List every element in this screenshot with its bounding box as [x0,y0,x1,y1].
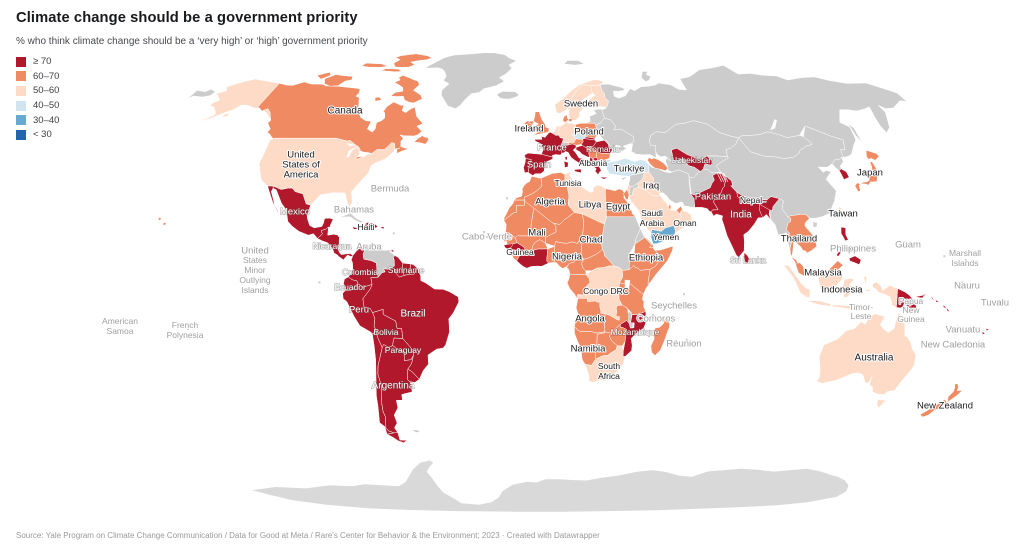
svg-text:France: France [537,142,567,153]
svg-text:Suriname: Suriname [388,265,425,275]
svg-text:Guinea: Guinea [506,247,534,257]
svg-text:Polynesia: Polynesia [167,330,204,340]
svg-text:Taiwan: Taiwan [828,208,858,219]
svg-text:Congo DRC: Congo DRC [583,286,629,296]
svg-text:States: States [243,255,267,265]
svg-text:Seychelles: Seychelles [651,300,697,311]
svg-text:Japan: Japan [857,167,883,178]
svg-text:Minor: Minor [244,265,265,275]
svg-text:Saudi: Saudi [641,208,663,218]
svg-text:Haiti: Haiti [357,222,374,232]
svg-text:Bermuda: Bermuda [371,183,410,194]
svg-text:Romania: Romania [586,144,620,154]
svg-text:Turkiye: Turkiye [614,163,645,174]
svg-text:Tunisia: Tunisia [554,178,581,188]
svg-text:Philippines: Philippines [830,243,876,254]
svg-text:Namibia: Namibia [571,343,607,354]
svg-text:America: America [284,169,320,180]
svg-text:Iraq: Iraq [643,180,659,191]
svg-text:Thailand: Thailand [781,233,817,244]
svg-text:Argentina: Argentina [372,380,415,391]
svg-text:Nauru: Nauru [954,280,980,291]
svg-text:India: India [730,209,752,220]
svg-text:Oman: Oman [673,218,696,228]
svg-text:Nepal: Nepal [740,195,762,205]
svg-text:Tuvalu: Tuvalu [981,297,1009,308]
svg-text:Marshall: Marshall [949,248,981,258]
svg-text:Poland: Poland [574,126,604,137]
svg-text:Nicaragua: Nicaragua [313,241,352,251]
svg-text:Réunion: Réunion [666,338,701,349]
svg-text:Yemen: Yemen [653,232,679,242]
svg-text:Canada: Canada [327,105,362,116]
svg-text:Aruba: Aruba [356,241,382,252]
svg-text:Sri Lanka: Sri Lanka [730,255,766,265]
svg-text:States of: States of [282,159,320,170]
svg-text:Ireland: Ireland [514,123,543,134]
svg-text:Comoros: Comoros [637,313,676,324]
svg-text:Angola: Angola [575,313,605,324]
svg-text:Peru: Peru [349,304,369,315]
svg-text:Guinea: Guinea [897,314,925,324]
svg-text:Samoa: Samoa [107,326,134,336]
svg-text:Albania: Albania [579,158,608,168]
svg-text:Paraguay: Paraguay [385,345,422,355]
svg-text:Timor-: Timor- [849,302,873,312]
svg-text:Leste: Leste [851,311,872,321]
svg-text:Cabo Verde: Cabo Verde [462,231,512,242]
svg-text:New Zealand: New Zealand [917,400,973,411]
svg-text:Bolivia: Bolivia [373,327,398,337]
svg-text:Indonesia: Indonesia [821,284,863,295]
svg-text:United: United [241,245,268,256]
svg-text:Malaysia: Malaysia [804,267,842,278]
svg-text:Chad: Chad [580,234,603,245]
svg-text:American: American [102,316,138,326]
svg-text:Islands: Islands [242,285,269,295]
svg-text:Brazil: Brazil [400,308,425,319]
svg-text:Islands: Islands [952,258,979,268]
svg-text:Colombia: Colombia [342,267,378,277]
svg-text:Nigeria: Nigeria [552,251,583,262]
svg-text:Libya: Libya [579,199,602,210]
svg-text:New: New [902,305,920,315]
svg-text:Vanuatu: Vanuatu [946,324,981,335]
svg-text:United: United [287,149,314,160]
svg-text:Egypt: Egypt [606,201,631,212]
svg-text:Ethiopia: Ethiopia [629,252,664,263]
svg-text:New Caledonia: New Caledonia [921,339,986,350]
svg-text:Ecuador: Ecuador [334,282,366,292]
svg-text:Mozambique: Mozambique [611,327,660,337]
svg-text:Outlying: Outlying [239,275,270,285]
svg-text:French: French [172,320,199,330]
svg-text:Uzbekistan: Uzbekistan [671,155,713,165]
svg-text:South: South [598,361,620,371]
svg-text:Pakistan: Pakistan [695,191,731,202]
svg-text:Africa: Africa [598,371,620,381]
svg-text:Spain: Spain [527,159,551,170]
svg-text:Sweden: Sweden [564,98,598,109]
svg-text:Arabia: Arabia [640,218,665,228]
svg-text:Australia: Australia [855,352,894,363]
svg-text:Bahamas: Bahamas [334,204,374,215]
svg-text:Mali: Mali [528,227,545,238]
svg-text:Papua: Papua [899,296,924,306]
svg-text:Guam: Guam [895,239,921,250]
svg-text:Algeria: Algeria [535,196,565,207]
svg-text:Mexico: Mexico [280,206,310,217]
